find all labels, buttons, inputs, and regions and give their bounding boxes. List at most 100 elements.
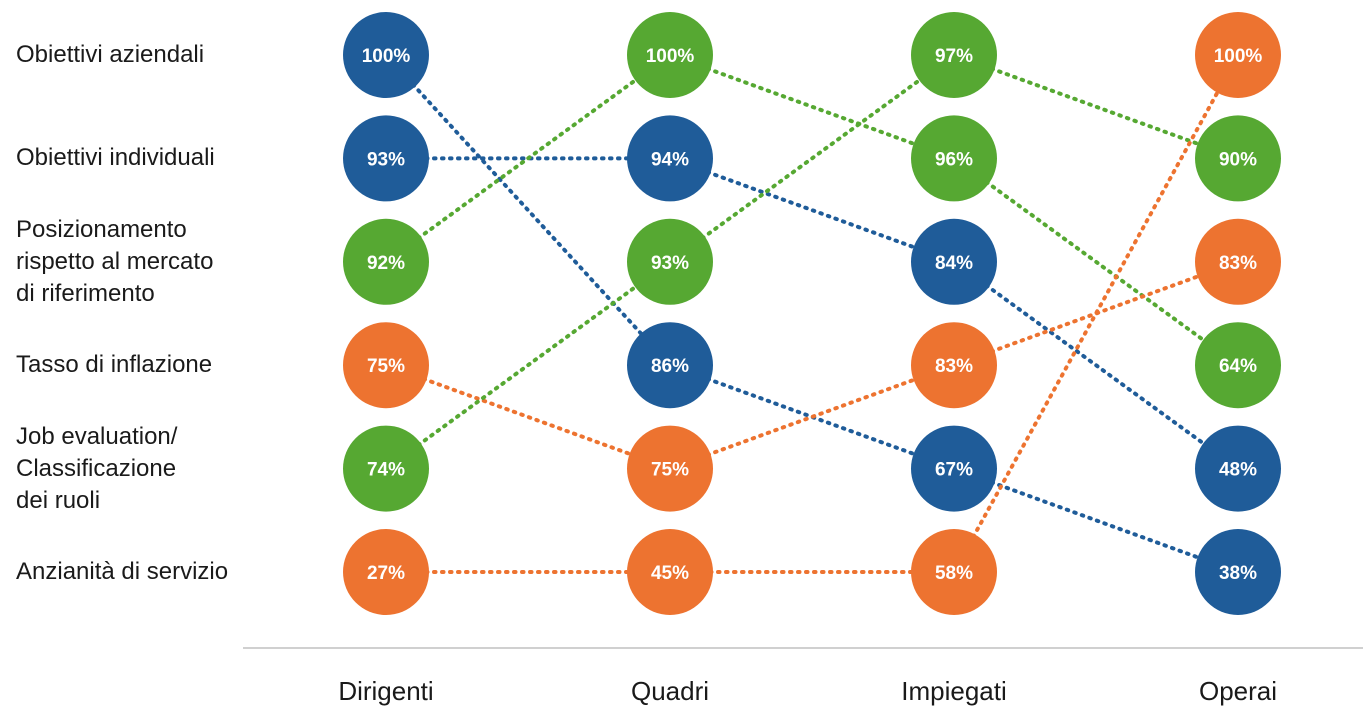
value-bubble: 93% xyxy=(343,115,429,202)
bubble-circle xyxy=(343,425,429,512)
bubble-circle xyxy=(911,218,997,305)
bubble-circle xyxy=(1195,115,1281,202)
bubble-circle xyxy=(911,115,997,202)
connector-line xyxy=(952,466,1240,574)
data-label: 83% xyxy=(1219,253,1257,274)
value-bubble: 86% xyxy=(627,322,713,409)
category-label-impiegati: Impiegati xyxy=(901,676,1007,706)
factor-label: Posizionamento rispetto al mercato di ri… xyxy=(16,215,214,307)
value-bubble: 83% xyxy=(911,322,997,409)
bubble-circle xyxy=(911,322,997,409)
bubble-circle xyxy=(627,529,713,615)
bubble-circle xyxy=(343,529,429,615)
value-bubble: 75% xyxy=(627,425,713,512)
data-label: 86% xyxy=(651,356,689,377)
data-label: 64% xyxy=(1219,356,1257,377)
bubble-circle xyxy=(627,322,713,409)
connector-line xyxy=(952,259,1240,471)
data-label: 74% xyxy=(367,460,405,481)
bubble-circle xyxy=(627,12,713,98)
value-bubble: 75% xyxy=(343,322,429,409)
connector-line xyxy=(668,53,956,264)
data-label: 97% xyxy=(935,46,973,67)
bubble-circle xyxy=(911,425,997,512)
connector-line xyxy=(384,363,672,471)
bubble-circle xyxy=(1195,218,1281,305)
data-label: 90% xyxy=(1219,149,1257,170)
value-bubble: 38% xyxy=(1195,529,1281,615)
data-label: 45% xyxy=(651,563,689,584)
connector-line xyxy=(952,53,1240,161)
value-bubble: 74% xyxy=(343,425,429,512)
value-bubble: 45% xyxy=(627,529,713,615)
data-label: 84% xyxy=(935,253,973,274)
value-bubble: 90% xyxy=(1195,115,1281,202)
factor-label: Obiettivi aziendali xyxy=(16,41,205,68)
bubble-circle xyxy=(343,218,429,305)
data-label: 38% xyxy=(1219,563,1257,584)
connector-lines xyxy=(384,53,1240,574)
bubble-circle xyxy=(343,115,429,202)
factor-label: Obiettivi individuali xyxy=(16,144,215,172)
bubble-circle xyxy=(627,218,713,305)
value-bubbles: 100% 93% 92% 75% 74% 27% 100% 94% 93% 86% 75% 45% 97… xyxy=(343,12,1281,615)
factor-label: Anzianità di servizio xyxy=(16,558,229,585)
connector-line xyxy=(668,363,956,471)
data-label: 75% xyxy=(367,356,405,377)
bubble-circle xyxy=(1195,529,1281,615)
value-bubble: 96% xyxy=(911,115,997,202)
value-bubble: 92% xyxy=(343,218,429,305)
value-bubble: 67% xyxy=(911,425,997,512)
bubble-circle xyxy=(1195,322,1281,409)
connector-line xyxy=(668,156,956,264)
category-label-dirigenti: Dirigenti xyxy=(338,676,434,706)
value-bubble: 64% xyxy=(1195,322,1281,409)
bubble-circle xyxy=(343,12,429,98)
bubble-circle xyxy=(627,425,713,512)
data-label: 75% xyxy=(651,460,689,481)
axis-line xyxy=(243,647,1363,649)
connector-line xyxy=(384,53,672,368)
factor-label: Job evaluation/ Classificazione dei ruol… xyxy=(16,422,178,514)
category-label-operai: Operai xyxy=(1198,676,1278,706)
value-bubble: 93% xyxy=(627,218,713,305)
slope-chart: 100% 93% 92% 75% 74% 27% 100% 94% 93% 86% 75% 45% 97… xyxy=(343,12,1281,615)
data-label: 67% xyxy=(935,460,973,481)
connector-line xyxy=(952,53,1240,574)
bubble-circle xyxy=(911,12,997,98)
data-label: 48% xyxy=(1219,460,1257,481)
data-label: 100% xyxy=(1214,46,1263,67)
value-bubble: 58% xyxy=(911,529,997,615)
factor-label: Tasso di inflazione xyxy=(16,351,213,379)
value-bubble: 97% xyxy=(911,12,997,98)
data-label: 93% xyxy=(367,149,405,170)
bubble-circle xyxy=(911,529,997,615)
bubble-circle xyxy=(627,115,713,202)
bubble-circle xyxy=(343,322,429,409)
bubble-circle xyxy=(1195,425,1281,512)
bubble-circle xyxy=(1195,12,1281,98)
value-bubble: 48% xyxy=(1195,425,1281,512)
value-bubble: 94% xyxy=(627,115,713,202)
data-label: 83% xyxy=(935,356,973,377)
factor-labels: Obiettivi aziendali Obiettivi individuali… xyxy=(0,0,300,640)
value-bubble: 100% xyxy=(1195,12,1281,98)
data-label: 92% xyxy=(367,253,405,274)
data-label: 58% xyxy=(935,563,973,584)
connector-line xyxy=(952,156,1240,368)
data-label: 94% xyxy=(651,149,689,170)
value-bubble: 100% xyxy=(343,12,429,98)
category-label-quadri: Quadri xyxy=(630,676,710,706)
data-label: 96% xyxy=(935,149,973,170)
connector-line xyxy=(384,53,672,264)
data-label: 100% xyxy=(362,46,411,67)
connector-line xyxy=(668,53,956,161)
value-bubble: 27% xyxy=(343,529,429,615)
connector-line xyxy=(384,259,672,471)
data-label: 93% xyxy=(651,253,689,274)
data-label: 27% xyxy=(367,563,405,584)
value-bubble: 100% xyxy=(627,12,713,98)
data-label: 100% xyxy=(646,46,695,67)
value-bubble: 84% xyxy=(911,218,997,305)
value-bubble: 83% xyxy=(1195,218,1281,305)
